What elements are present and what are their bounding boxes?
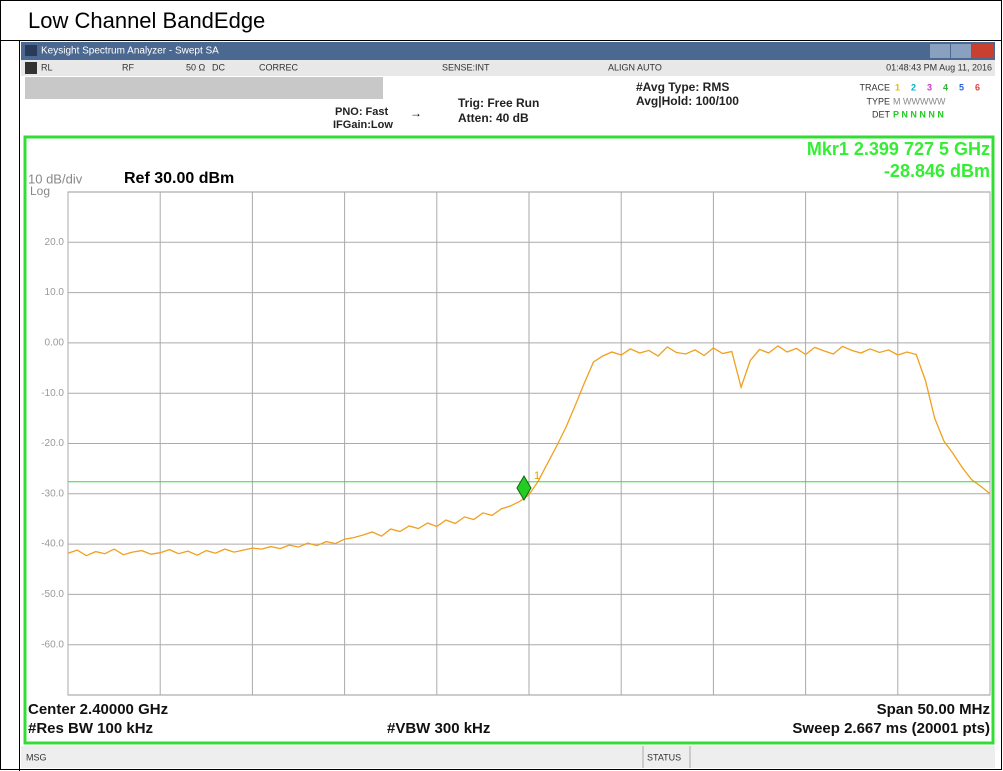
page-title: Low Channel BandEdge bbox=[28, 8, 265, 33]
trace-list: 1 2 3 4 5 6 bbox=[895, 82, 980, 92]
marker-freq: Mkr1 2.399 727 5 GHz bbox=[807, 139, 990, 159]
type-label: TYPE bbox=[866, 96, 890, 106]
y-tick-label: -60.0 bbox=[41, 639, 64, 650]
trace bbox=[67, 345, 991, 557]
y-tick-label: -20.0 bbox=[41, 438, 64, 449]
toolbar-item: SENSE:INT bbox=[442, 62, 490, 72]
toolbar-item: 50 Ω bbox=[186, 62, 206, 72]
scale-type: Log bbox=[30, 184, 50, 198]
toolbar-item: DC bbox=[212, 62, 225, 72]
footer-vbw: #VBW 300 kHz bbox=[387, 720, 490, 737]
status-field bbox=[25, 77, 383, 99]
y-tick-label: 0.00 bbox=[45, 338, 65, 349]
toolbar bbox=[21, 60, 995, 76]
trace-number: 4 bbox=[943, 82, 948, 92]
minimize-button[interactable] bbox=[930, 44, 950, 58]
lxi-icon bbox=[25, 62, 37, 74]
scale-label: 10 dB/div bbox=[28, 171, 83, 186]
toolbar-item: CORREC bbox=[259, 62, 299, 72]
marker-label: 1 bbox=[534, 470, 540, 482]
trace-number: 6 bbox=[975, 82, 980, 92]
y-tick-label: 20.0 bbox=[45, 237, 65, 248]
det-label: DET bbox=[872, 109, 891, 119]
y-tick-label: -50.0 bbox=[41, 589, 64, 600]
footer-sweep: Sweep 2.667 ms (20001 pts) bbox=[792, 720, 990, 737]
timestamp: 01:48:43 PM Aug 11, 2016 bbox=[886, 62, 992, 72]
setting: PNO: Fast bbox=[335, 106, 389, 118]
trace-det: P N N N N N bbox=[893, 109, 944, 119]
y-tick-label: -30.0 bbox=[41, 488, 64, 499]
ref-level: Ref 30.00 dBm bbox=[124, 170, 234, 187]
trigger-icon: → bbox=[410, 106, 422, 120]
y-tick-label: 10.0 bbox=[45, 287, 65, 298]
app-icon bbox=[25, 45, 37, 56]
maximize-button[interactable] bbox=[951, 44, 971, 58]
footer-rbw: #Res BW 100 kHz bbox=[28, 720, 153, 737]
status-msg: MSG bbox=[26, 752, 47, 762]
toolbar-item: RF bbox=[122, 62, 134, 72]
trace-number: 5 bbox=[959, 82, 964, 92]
y-tick-label: -40.0 bbox=[41, 539, 64, 550]
trace-label: TRACE bbox=[859, 82, 890, 92]
trace-number: 2 bbox=[911, 82, 916, 92]
setting: Atten: 40 dB bbox=[458, 111, 529, 125]
plot: 20.0 10.0 0.00 -10.0 -20.0 -30.0 -40.0 -50.0 -60… bbox=[41, 192, 991, 695]
y-tick-label: -10.0 bbox=[41, 388, 64, 399]
toolbar-item: ALIGN AUTO bbox=[608, 62, 662, 72]
marker bbox=[516, 475, 532, 501]
trace-type: M WWWWW bbox=[893, 96, 946, 106]
setting: IFGain:Low bbox=[333, 119, 393, 131]
footer-center: Center 2.40000 GHz bbox=[28, 701, 168, 718]
footer-span: Span 50.00 MHz bbox=[877, 701, 990, 718]
setting: #Avg Type: RMS bbox=[636, 80, 729, 94]
setting: Trig: Free Run bbox=[458, 96, 539, 110]
window-title: Keysight Spectrum Analyzer - Swept SA bbox=[41, 46, 219, 57]
status-label: STATUS bbox=[647, 752, 681, 762]
trace-number: 3 bbox=[927, 82, 932, 92]
marker-level: -28.846 dBm bbox=[884, 161, 990, 181]
toolbar-item: RL bbox=[41, 62, 53, 72]
status-bar bbox=[21, 746, 995, 768]
trace-number: 1 bbox=[895, 82, 900, 92]
setting: Avg|Hold: 100/100 bbox=[636, 94, 739, 108]
close-button[interactable] bbox=[972, 44, 994, 58]
window-titlebar bbox=[21, 42, 995, 60]
